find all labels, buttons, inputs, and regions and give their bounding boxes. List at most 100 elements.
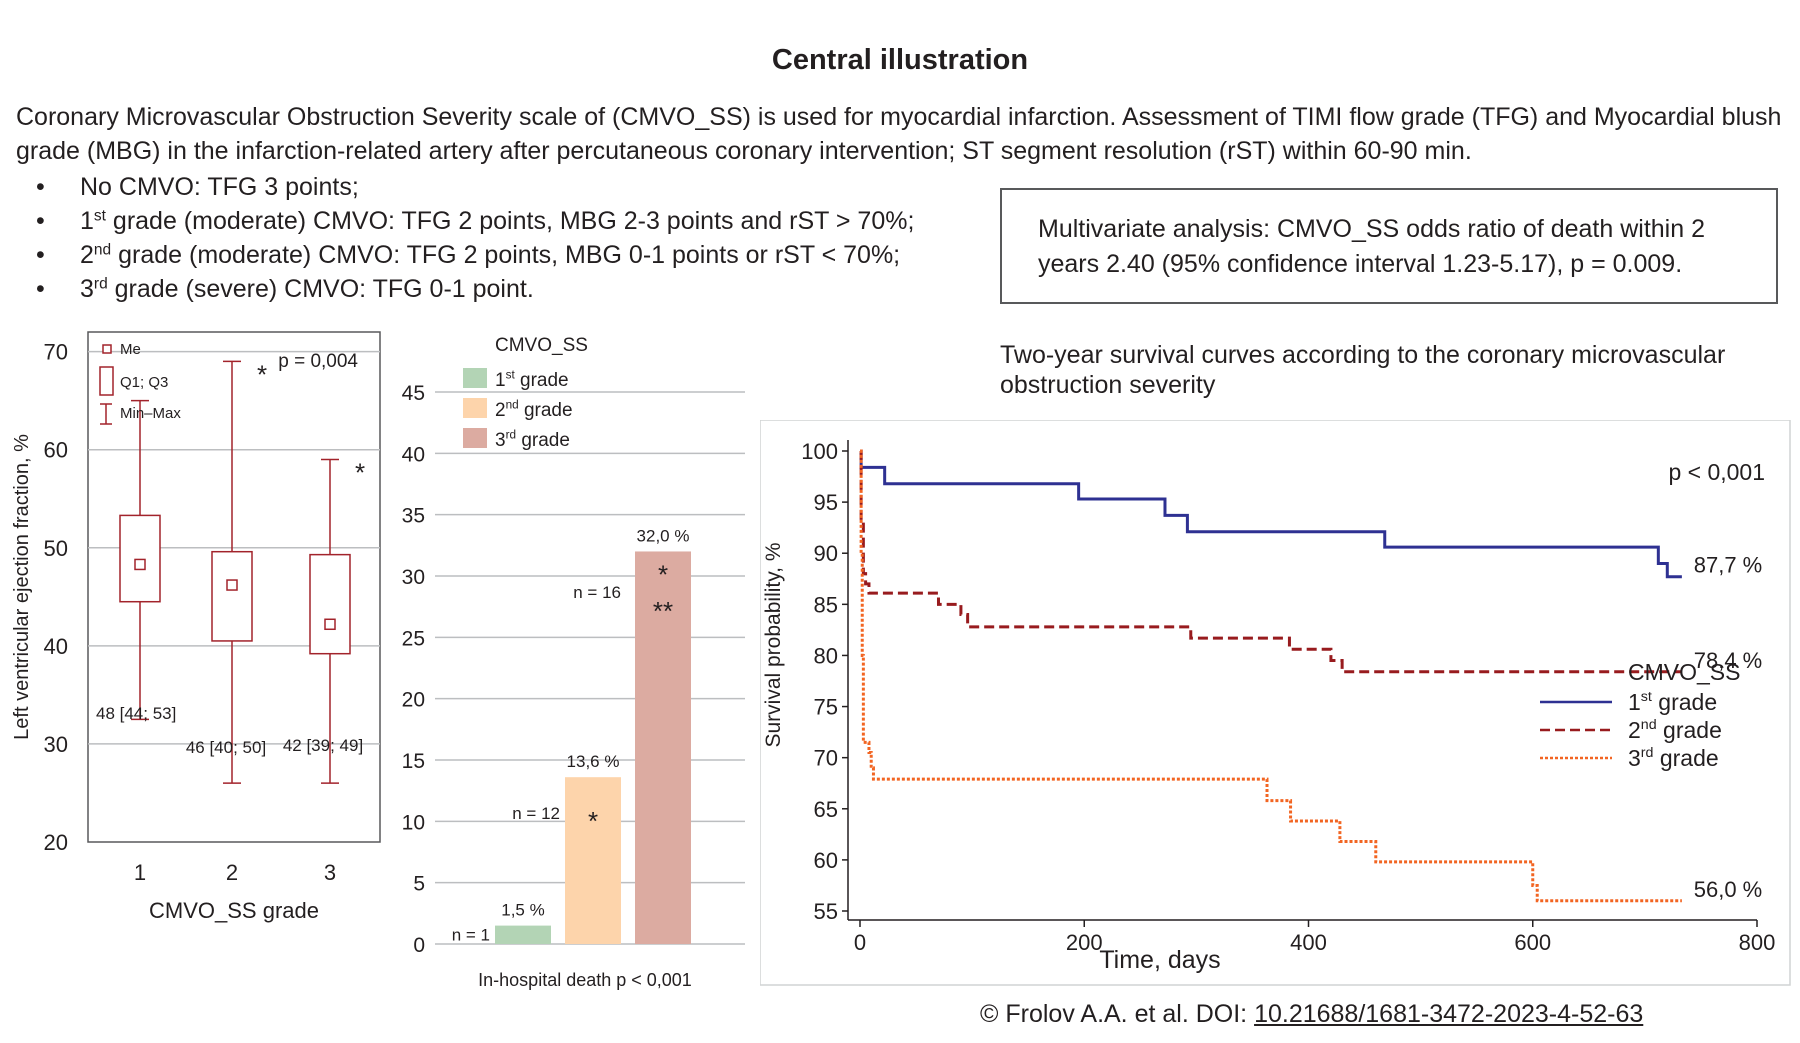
y-tick-label: 20	[402, 689, 425, 712]
bullet-item: • 1st grade (moderate) CMVO: TFG 2 points…	[36, 204, 914, 238]
legend-swatch	[463, 368, 487, 388]
iqr-box	[211, 550, 253, 642]
legend-label: 3rd grade	[1628, 745, 1719, 771]
legend-whisker-label: Min–Max	[120, 405, 181, 422]
credit-text: © Frolov A.A. et al. DOI:	[980, 1000, 1255, 1028]
bar	[565, 777, 621, 944]
page-title: Central illustration	[771, 44, 1029, 76]
y-tick-label: 10	[402, 811, 425, 834]
bar-value-label: 13,6 %	[567, 752, 620, 771]
doi-link[interactable]: 10.21688/1681-3472-2023-4-52-63	[1254, 1000, 1644, 1028]
significance-star: *	[355, 458, 365, 488]
x-tick-label: 3	[324, 860, 336, 885]
bullet-pre: 1	[80, 207, 94, 235]
legend-label: 3rd grade	[495, 428, 570, 451]
y-tick-label: 30	[44, 732, 68, 757]
x-tick-label: 800	[1739, 930, 1776, 955]
y-tick-label: 60	[44, 438, 68, 463]
bullet-post: grade (severe) CMVO: TFG 0-1 point.	[107, 275, 534, 303]
legend-swatch	[463, 428, 487, 448]
y-tick-label: 75	[814, 695, 838, 720]
n-label: n = 1	[452, 926, 490, 945]
significance-star: **	[653, 596, 673, 626]
y-tick-label: 40	[402, 443, 425, 466]
y-tick-label: 65	[814, 797, 838, 822]
y-tick-label: 0	[413, 934, 425, 957]
bullet-pre: 3	[80, 275, 94, 303]
end-value-label: 87,7 %	[1694, 553, 1763, 578]
y-tick-label: 25	[402, 627, 425, 650]
y-axis-label: Left ventricular ejection fraction, %	[11, 434, 33, 740]
x-tick-label: 2	[226, 860, 238, 885]
legend-label: 1st grade	[495, 368, 569, 391]
y-tick-label: 70	[44, 340, 68, 365]
legend-swatch	[463, 398, 487, 418]
bar-value-label: 1,5 %	[501, 901, 544, 920]
significance-star: *	[257, 359, 267, 389]
grade-definitions: • No CMVO: TFG 3 points; • 1st grade (mode…	[36, 170, 914, 306]
y-tick-label: 60	[814, 848, 838, 873]
y-tick-label: 15	[402, 750, 425, 773]
y-tick-label: 70	[814, 746, 838, 771]
summary-label-3: 42 [39; 49]	[283, 736, 363, 755]
median-marker	[134, 558, 146, 571]
y-tick-label: 55	[814, 899, 838, 924]
x-tick-label: 0	[854, 930, 866, 955]
legend-label: 1st grade	[1628, 689, 1717, 715]
credit-line: © Frolov A.A. et al. DOI: 10.21688/1681-…	[980, 1000, 1643, 1029]
p-value-label: p < 0,001	[1668, 459, 1765, 485]
y-tick-label: 40	[44, 634, 68, 659]
bullet-sup: rd	[93, 275, 108, 293]
bar	[635, 551, 691, 944]
bullet-post: grade (moderate) CMVO: TFG 2 points, MBG…	[105, 207, 915, 235]
y-tick-label: 35	[402, 505, 425, 528]
intro-text: Coronary Microvascular Obstruction Sever…	[16, 103, 1782, 165]
legend-title: CMVO_SS	[495, 335, 588, 356]
legend-median-label: Me	[120, 341, 141, 358]
bullet-item: • 3rd grade (severe) CMVO: TFG 0-1 point.	[36, 272, 914, 306]
plot-frame	[87, 331, 381, 843]
significance-star: *	[658, 559, 668, 589]
p-value-label: p = 0,004	[278, 351, 358, 372]
y-tick-label: 20	[44, 830, 68, 855]
y-tick-label: 80	[814, 643, 838, 668]
n-label: n = 12	[512, 804, 560, 823]
n-label: n = 16	[573, 583, 621, 602]
survival-chart: 55 60 65 70 75 80 85 90 95 100 0 200 400 600 800 Time, …	[760, 420, 1791, 986]
x-tick-label: 200	[1066, 930, 1103, 955]
x-axis-label: Time, days	[1099, 946, 1220, 974]
multivariate-text: Multivariate analysis: CMVO_SS odds rati…	[1038, 215, 1705, 278]
chart-frame	[760, 420, 1791, 986]
survival-curve	[859, 449, 1682, 579]
survival-title: Two-year survival curves according to th…	[1000, 341, 1726, 399]
x-tick-label: 400	[1290, 930, 1327, 955]
y-tick-label: 50	[44, 536, 68, 561]
bullet-item: • 2nd grade (moderate) CMVO: TFG 2 points…	[36, 238, 914, 272]
end-value-label: 78,4 %	[1694, 648, 1763, 673]
multivariate-box: Multivariate analysis: CMVO_SS odds rati…	[1000, 188, 1778, 304]
bullet-pre: 2	[80, 241, 94, 269]
bar-value-label: 32,0 %	[637, 526, 690, 545]
bullet-item: • No CMVO: TFG 3 points;	[36, 170, 914, 204]
bullet-dot: •	[36, 241, 45, 269]
x-tick-label: 600	[1514, 930, 1551, 955]
legend-iqr-box	[99, 366, 114, 396]
significance-star: *	[588, 806, 598, 836]
iqr-box	[119, 514, 161, 603]
bar-chart: 0 5 10 15 20 25 30 35 40 45 1,5 % 13,6 % 32,0 % n = 1…	[402, 335, 745, 990]
bullet-sup: nd	[93, 241, 112, 259]
y-tick-label: 45	[402, 382, 425, 405]
median-marker	[226, 579, 238, 591]
x-axis-label: In-hospital death p < 0,001	[478, 970, 692, 990]
bullet-post: grade (moderate) CMVO: TFG 2 points, MBG…	[111, 241, 901, 269]
end-value-label: 56,0 %	[1694, 877, 1763, 902]
bullet-dot: •	[36, 275, 45, 303]
y-tick-label: 85	[814, 592, 838, 617]
summary-label-2: 46 [40; 50]	[186, 738, 266, 757]
legend-median-marker	[102, 344, 112, 354]
legend-iqr-label: Q1; Q3	[120, 374, 168, 391]
bullet-pre: No CMVO: TFG 3 points;	[80, 173, 359, 201]
survival-curve	[859, 449, 1682, 903]
y-tick-label: 100	[801, 439, 838, 464]
